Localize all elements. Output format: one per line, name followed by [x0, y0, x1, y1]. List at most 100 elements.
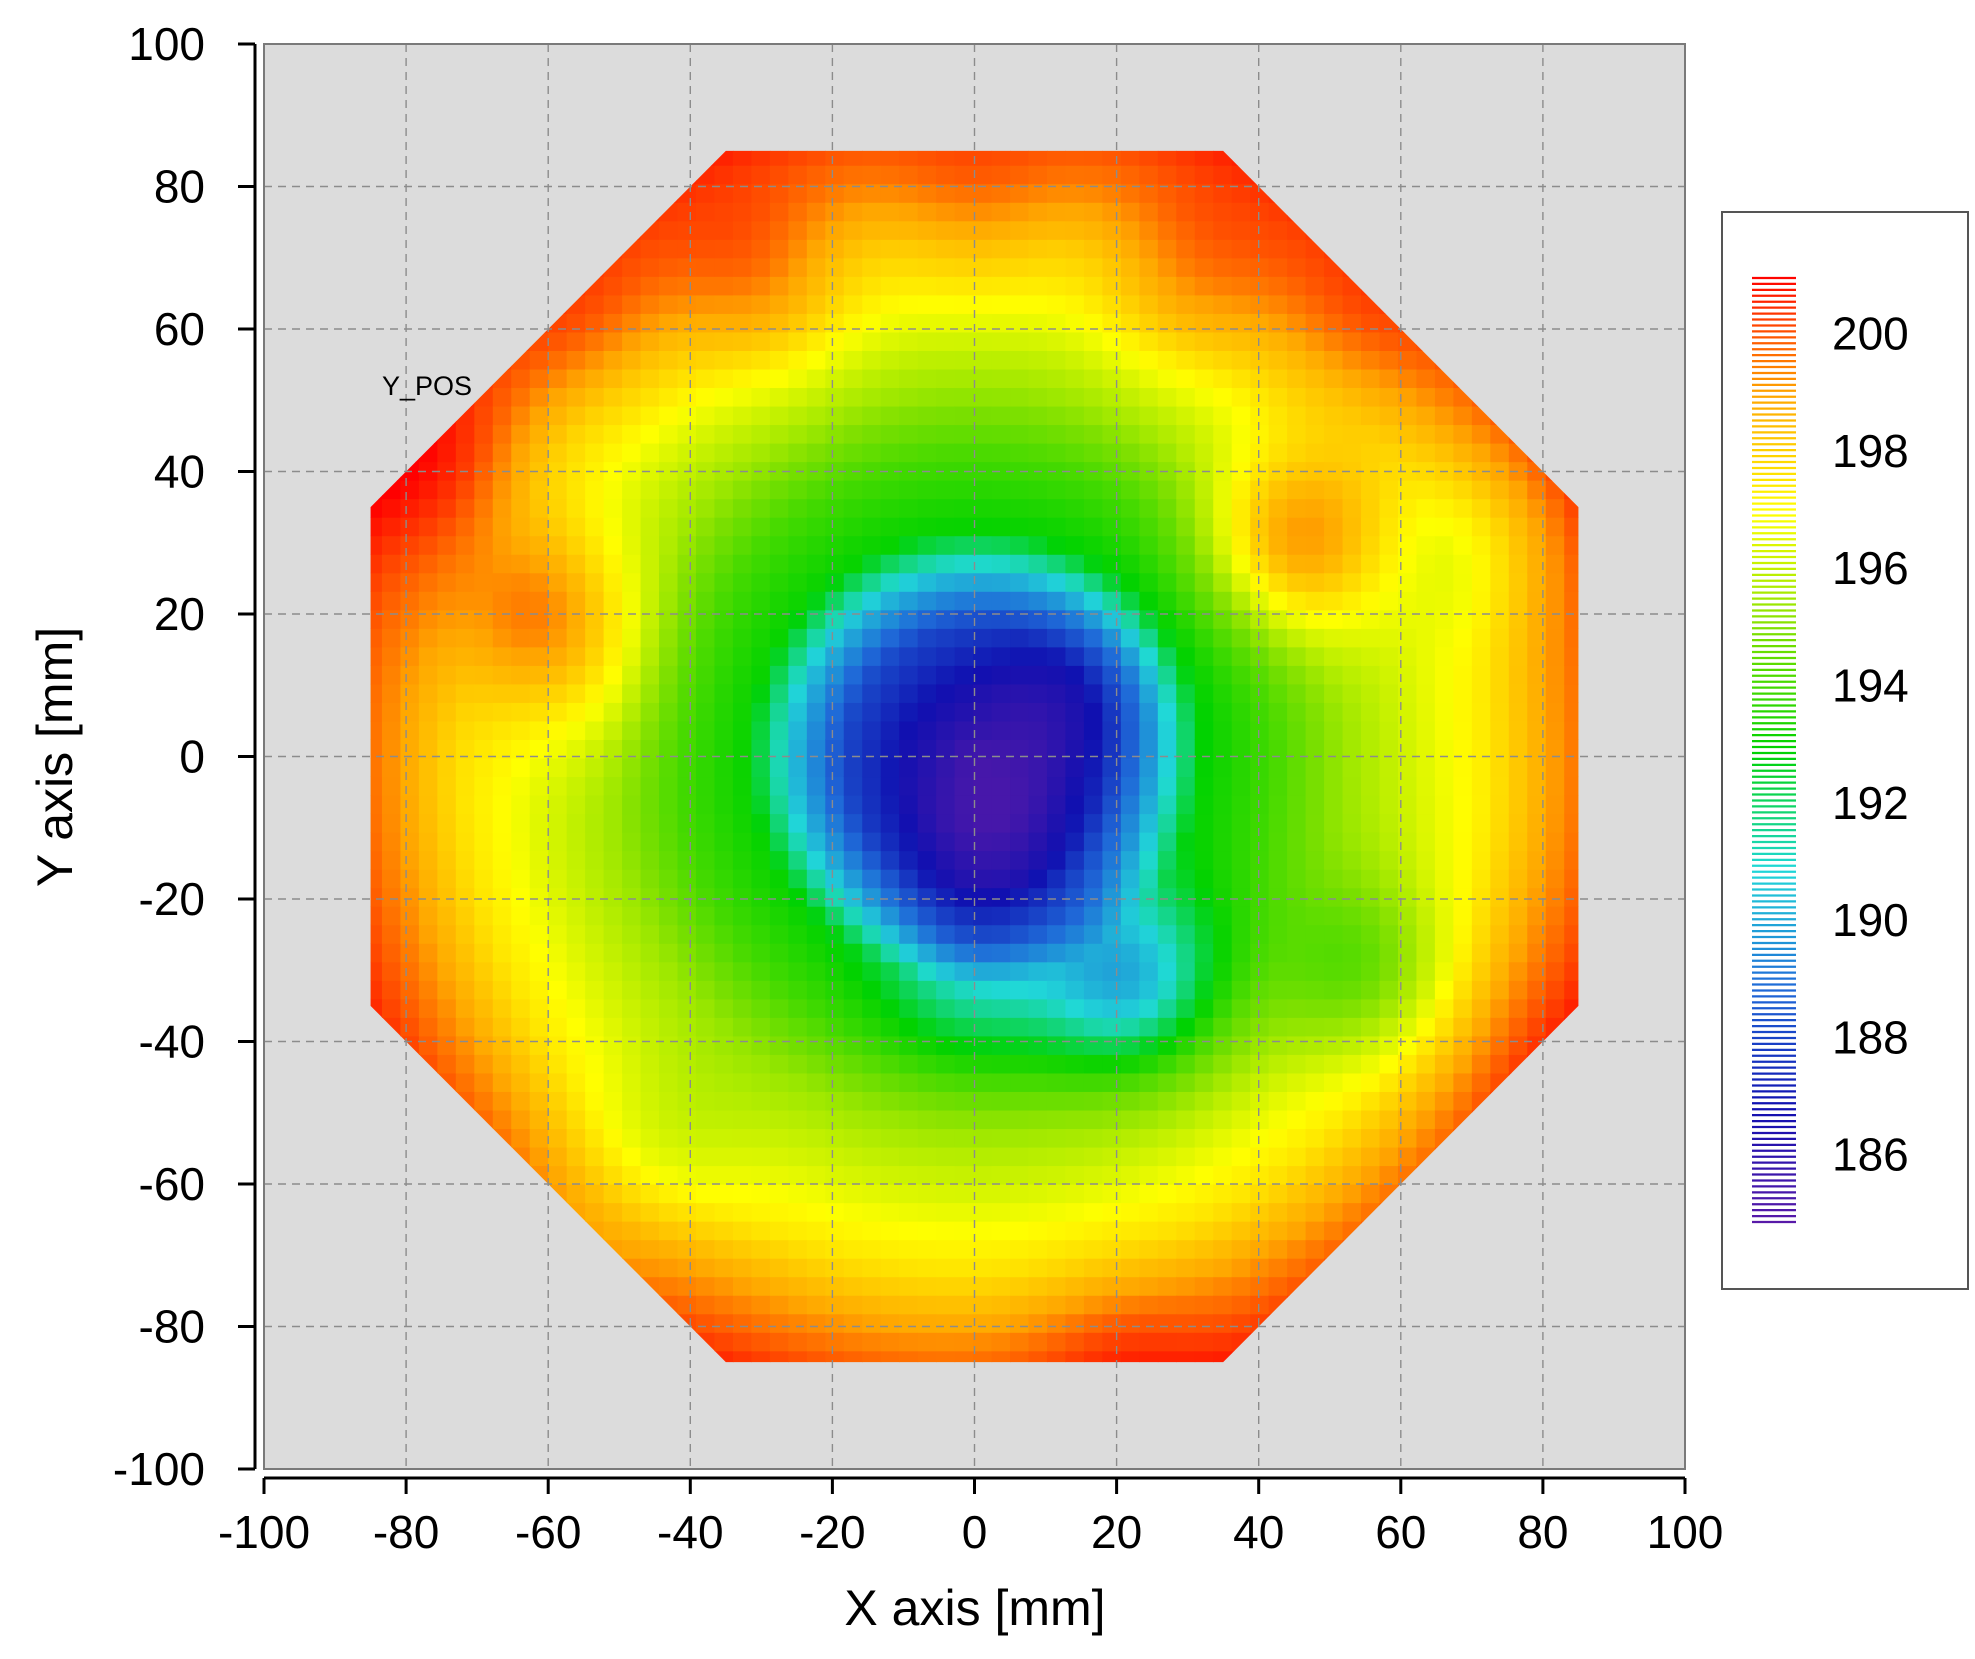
- heatmap-cell: [1010, 405, 1030, 426]
- heatmap-cell: [1120, 1221, 1140, 1241]
- heatmap-cell: [1010, 998, 1030, 1018]
- heatmap-cell: [991, 1017, 1011, 1037]
- heatmap-cell: [1139, 405, 1159, 426]
- heatmap-cell: [917, 850, 937, 870]
- heatmap-cell: [1157, 220, 1177, 240]
- heatmap-cell: [732, 794, 752, 815]
- heatmap-cell: [622, 943, 642, 963]
- heatmap-cell: [732, 1072, 752, 1092]
- heatmap-cell: [474, 906, 494, 926]
- heatmap-cell: [677, 350, 697, 370]
- heatmap-cell: [1065, 757, 1085, 778]
- heatmap-cell: [1194, 1165, 1214, 1185]
- heatmap-cell: [1120, 498, 1140, 518]
- heatmap-cell: [936, 961, 956, 981]
- heatmap-cell: [788, 702, 808, 722]
- heatmap-cell: [1139, 1072, 1159, 1092]
- heatmap-cell: [1397, 906, 1418, 926]
- heatmap-cell: [1397, 832, 1418, 852]
- heatmap-cell: [1250, 887, 1270, 907]
- heatmap-cell: [474, 776, 494, 796]
- heatmap-cell: [880, 535, 900, 555]
- heatmap-cell: [1508, 924, 1528, 944]
- heatmap-cell: [714, 924, 734, 944]
- heatmap-cell: [788, 850, 808, 870]
- heatmap-cell: [973, 165, 993, 185]
- heatmap-cell: [1139, 591, 1159, 611]
- heatmap-cell: [880, 1276, 900, 1296]
- heatmap-cell: [825, 443, 845, 463]
- heatmap-cell: [991, 1276, 1011, 1296]
- heatmap-cell: [677, 794, 697, 815]
- heatmap-cell: [1508, 832, 1528, 852]
- heatmap-cell: [1268, 480, 1288, 500]
- heatmap-cell: [566, 609, 586, 629]
- heatmap-cell: [1065, 1202, 1085, 1222]
- heatmap-cell: [1065, 646, 1085, 666]
- heatmap-cell: [714, 517, 734, 537]
- heatmap-cell: [1342, 924, 1362, 944]
- heatmap-cell: [936, 517, 956, 537]
- heatmap-cell: [954, 794, 974, 815]
- heatmap-cell: [603, 461, 623, 481]
- heatmap-cell: [677, 424, 697, 444]
- heatmap-cell: [917, 665, 937, 685]
- heatmap-cell: [603, 850, 623, 870]
- heatmap-cell: [1102, 1350, 1122, 1363]
- heatmap-cell: [1083, 1017, 1103, 1037]
- heatmap-cell: [1157, 720, 1177, 740]
- heatmap-cell: [1434, 887, 1454, 907]
- heatmap-cell: [1361, 1091, 1381, 1111]
- heatmap-cell: [529, 368, 549, 389]
- heatmap-cell: [677, 739, 697, 759]
- heatmap-cell: [381, 498, 402, 518]
- heatmap-cell: [1046, 443, 1067, 463]
- heatmap-cell: [1397, 498, 1418, 518]
- heatmap-cell: [566, 313, 586, 333]
- heatmap-cell: [1157, 794, 1177, 815]
- heatmap-cell: [1046, 1350, 1067, 1363]
- heatmap-cell: [1120, 1017, 1140, 1037]
- heatmap-cell: [732, 535, 752, 555]
- heatmap-cell: [1324, 794, 1344, 815]
- heatmap-cell: [566, 350, 586, 370]
- heatmap-cell: [862, 869, 882, 889]
- heatmap-cell: [1324, 1221, 1344, 1241]
- heatmap-cell: [751, 720, 771, 740]
- heatmap-cell: [1046, 220, 1067, 240]
- heatmap-cell: [1305, 387, 1325, 407]
- heatmap-cell: [769, 1109, 789, 1130]
- heatmap-cell: [732, 1146, 752, 1167]
- heatmap-cell: [862, 850, 882, 870]
- heatmap-cell: [880, 1128, 900, 1148]
- heatmap-cell: [751, 1072, 771, 1092]
- heatmap-cell: [880, 294, 900, 314]
- heatmap-cell: [973, 869, 993, 889]
- heatmap-cell: [1176, 980, 1196, 1000]
- heatmap-cell: [659, 980, 679, 1000]
- heatmap-cell: [1065, 1091, 1085, 1111]
- heatmap-cell: [1287, 1072, 1307, 1092]
- heatmap-cell: [1083, 665, 1103, 685]
- heatmap-cell: [585, 702, 605, 722]
- heatmap-cell: [492, 1054, 512, 1074]
- heatmap-cell: [714, 961, 734, 981]
- heatmap-cell: [1010, 683, 1030, 703]
- heatmap-cell: [474, 1091, 494, 1111]
- heatmap-cell: [806, 1332, 826, 1352]
- heatmap-cell: [1287, 535, 1307, 555]
- heatmap-cell: [659, 331, 679, 351]
- heatmap-cell: [1083, 1184, 1103, 1204]
- heatmap-cell: [936, 1091, 956, 1111]
- heatmap-cell: [806, 906, 826, 926]
- heatmap-cell: [492, 646, 512, 666]
- heatmap-cell: [1490, 517, 1510, 537]
- heatmap-cell: [1416, 387, 1436, 407]
- heatmap-cell: [1194, 720, 1214, 740]
- heatmap-cell: [1102, 665, 1122, 685]
- heatmap-cell: [1397, 776, 1418, 796]
- heatmap-cell: [677, 1258, 697, 1278]
- heatmap-cell: [1342, 961, 1362, 981]
- heatmap-cell: [1434, 980, 1454, 1000]
- heatmap-cell: [492, 1017, 512, 1037]
